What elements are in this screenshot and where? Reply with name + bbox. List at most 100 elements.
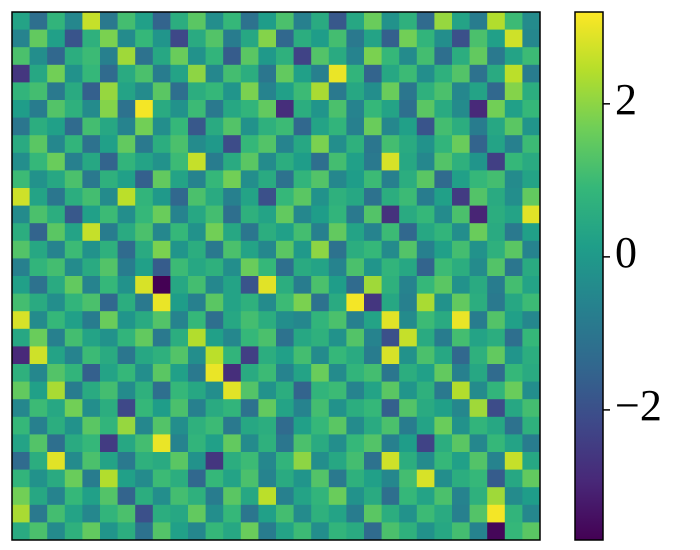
heatmap-cell [64,504,83,523]
heatmap-cell [258,64,277,83]
heatmap-cell [12,487,31,506]
heatmap-cell [188,117,207,136]
heatmap-cell [117,399,136,418]
heatmap-cell [170,381,189,400]
heatmap-cell [346,416,365,435]
heatmap-cell [240,240,259,259]
heatmap-cell [152,504,171,523]
heatmap-cell [258,240,277,259]
heatmap-cell [311,276,330,295]
heatmap-cell [487,381,506,400]
heatmap-cell [522,311,541,330]
heatmap-cell [29,188,48,207]
heatmap-cell [276,82,295,101]
heatmap-cell [205,416,224,435]
heatmap-cell [12,346,31,365]
heatmap-cell [170,240,189,259]
heatmap-cell [82,276,101,295]
heatmap-cell [152,240,171,259]
heatmap-cell [434,416,453,435]
heatmap-cell [117,29,136,48]
heatmap-cell [29,82,48,101]
heatmap-cell [399,311,418,330]
heatmap-cell [346,504,365,523]
heatmap-cell [64,64,83,83]
heatmap-cell [117,364,136,383]
heatmap-cell [293,416,312,435]
heatmap-cell [346,100,365,119]
heatmap-cell [364,452,383,471]
heatmap-cell [12,223,31,242]
heatmap-cell [12,504,31,523]
heatmap-cell [82,399,101,418]
heatmap-cell [152,364,171,383]
heatmap-cell [311,381,330,400]
heatmap-cell [205,293,224,312]
heatmap-cell [135,135,154,154]
heatmap-cell [170,29,189,48]
heatmap-cell [328,399,347,418]
heatmap-cell [188,64,207,83]
heatmap-cell [434,504,453,523]
heatmap-cell [487,469,506,488]
heatmap-cell [328,47,347,66]
heatmap-cell [64,487,83,506]
heatmap-cell [47,170,66,189]
heatmap-cell [346,293,365,312]
heatmap-cell [135,258,154,277]
heatmap-cell [152,522,171,541]
heatmap-cell [434,452,453,471]
heatmap-cell [276,29,295,48]
heatmap-cell [276,381,295,400]
heatmap-cell [135,487,154,506]
heatmap-cell [416,152,435,171]
heatmap-cell [364,487,383,506]
heatmap-cell [452,170,471,189]
heatmap-cell [205,12,224,31]
heatmap-cell [240,188,259,207]
heatmap-cell [64,117,83,136]
heatmap-cell [364,416,383,435]
heatmap-cell [328,381,347,400]
heatmap-cell [117,276,136,295]
heatmap-cell [64,205,83,224]
heatmap-cell [504,504,523,523]
heatmap-cell [64,135,83,154]
heatmap-cell [364,346,383,365]
heatmap-cell [135,117,154,136]
heatmap-cell [205,188,224,207]
heatmap-cell [276,346,295,365]
heatmap-cell [416,170,435,189]
heatmap-cell [487,135,506,154]
heatmap-cell [170,469,189,488]
heatmap-cell [293,64,312,83]
heatmap-cell [293,240,312,259]
heatmap-cell [276,364,295,383]
heatmap-cell [381,223,400,242]
heatmap-cell [170,47,189,66]
heatmap-cell [47,188,66,207]
heatmap-cell [293,258,312,277]
heatmap-cell [522,223,541,242]
heatmap-cell [416,381,435,400]
heatmap-cell [469,47,488,66]
heatmap-cell [504,434,523,453]
heatmap-cell [240,82,259,101]
heatmap-cell [188,29,207,48]
heatmap-cell [82,258,101,277]
heatmap-cell [452,522,471,541]
heatmap-cell [223,452,242,471]
heatmap-cell [416,487,435,506]
heatmap-cell [12,100,31,119]
heatmap-cell [328,258,347,277]
heatmap-cell [223,469,242,488]
heatmap-cell [328,416,347,435]
heatmap-cell [117,82,136,101]
heatmap-cell [29,117,48,136]
heatmap-cell [12,399,31,418]
heatmap-cell [64,381,83,400]
heatmap-cell [434,381,453,400]
heatmap-cell [381,82,400,101]
heatmap-cell [47,311,66,330]
heatmap-cell [293,364,312,383]
